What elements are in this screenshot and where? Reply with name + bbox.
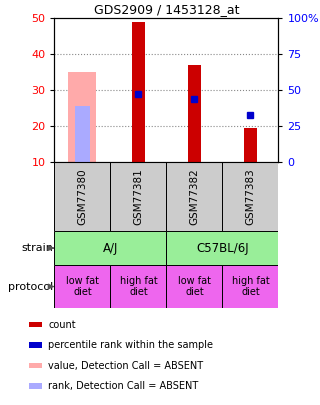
- Text: GSM77382: GSM77382: [189, 168, 199, 225]
- Title: GDS2909 / 1453128_at: GDS2909 / 1453128_at: [94, 3, 239, 16]
- Text: GSM77381: GSM77381: [133, 168, 143, 225]
- Bar: [188, 65, 201, 162]
- Text: percentile rank within the sample: percentile rank within the sample: [48, 340, 213, 350]
- Bar: [110, 265, 166, 308]
- Bar: [222, 265, 278, 308]
- Bar: [166, 231, 278, 265]
- Bar: [54, 265, 110, 308]
- Bar: [222, 162, 278, 231]
- Text: high fat
diet: high fat diet: [232, 276, 269, 297]
- Bar: [68, 72, 96, 162]
- Bar: [28, 322, 42, 327]
- Bar: [28, 383, 42, 389]
- Bar: [28, 363, 42, 369]
- Text: rank, Detection Call = ABSENT: rank, Detection Call = ABSENT: [48, 381, 198, 391]
- Text: count: count: [48, 320, 76, 330]
- Text: C57BL/6J: C57BL/6J: [196, 241, 249, 255]
- Bar: [110, 162, 166, 231]
- Text: protocol: protocol: [8, 281, 53, 292]
- Bar: [54, 231, 166, 265]
- Text: low fat
diet: low fat diet: [178, 276, 211, 297]
- Bar: [166, 162, 222, 231]
- Text: A/J: A/J: [103, 241, 118, 255]
- Text: value, Detection Call = ABSENT: value, Detection Call = ABSENT: [48, 360, 203, 371]
- Bar: [166, 265, 222, 308]
- Bar: [54, 162, 110, 231]
- Bar: [75, 106, 90, 162]
- Bar: [28, 342, 42, 348]
- Text: GSM77383: GSM77383: [245, 168, 255, 225]
- Text: low fat
diet: low fat diet: [66, 276, 99, 297]
- Text: strain: strain: [21, 243, 53, 253]
- Text: high fat
diet: high fat diet: [120, 276, 157, 297]
- Bar: [244, 128, 257, 162]
- Text: GSM77380: GSM77380: [77, 168, 87, 225]
- Bar: [132, 22, 145, 162]
